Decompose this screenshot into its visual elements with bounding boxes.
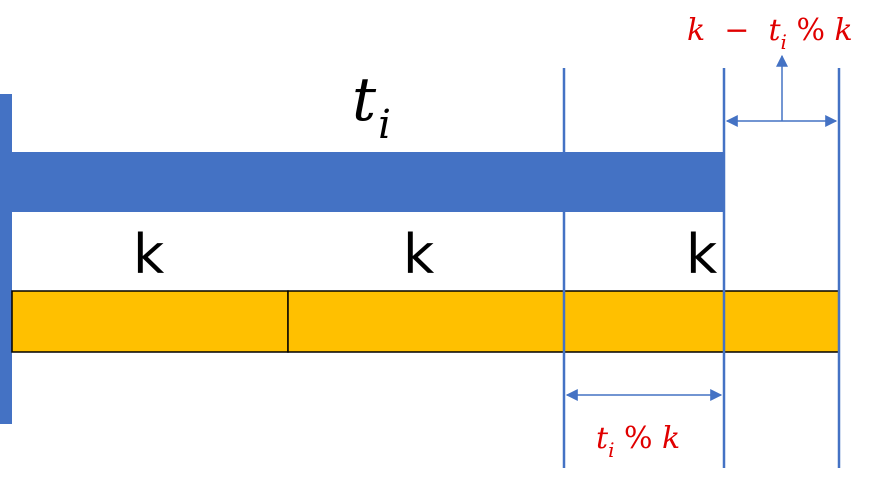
left-wall <box>0 94 12 424</box>
k-label-2: k <box>403 223 435 286</box>
gap-label-operator: % <box>786 13 835 48</box>
gap-label-base: t <box>768 13 781 48</box>
remainder-label-base: t <box>596 421 609 456</box>
remainder-label-operator: % <box>614 421 663 456</box>
remainder-label: ti % k <box>596 421 681 461</box>
gap-label-divisor: k <box>834 13 853 48</box>
k-label-3: k <box>686 223 718 286</box>
ti-bar <box>12 152 724 212</box>
k-segment-1 <box>11 290 289 353</box>
gap-label: k − ti % k <box>687 13 853 53</box>
ti-label-subscript: i <box>378 102 391 148</box>
remainder-label-subscript: i <box>608 438 615 462</box>
remainder-label-divisor: k <box>662 421 681 456</box>
k-label-1: k <box>133 223 165 286</box>
gap-label-subscript: i <box>780 30 787 54</box>
ti-label-base: t <box>352 65 377 135</box>
gap-label-lead: k <box>687 13 706 48</box>
k-segment-2 <box>287 290 565 353</box>
k-segment-3 <box>563 290 840 353</box>
ti-label: ti <box>352 70 391 145</box>
gap-label-minus: − <box>705 13 769 48</box>
